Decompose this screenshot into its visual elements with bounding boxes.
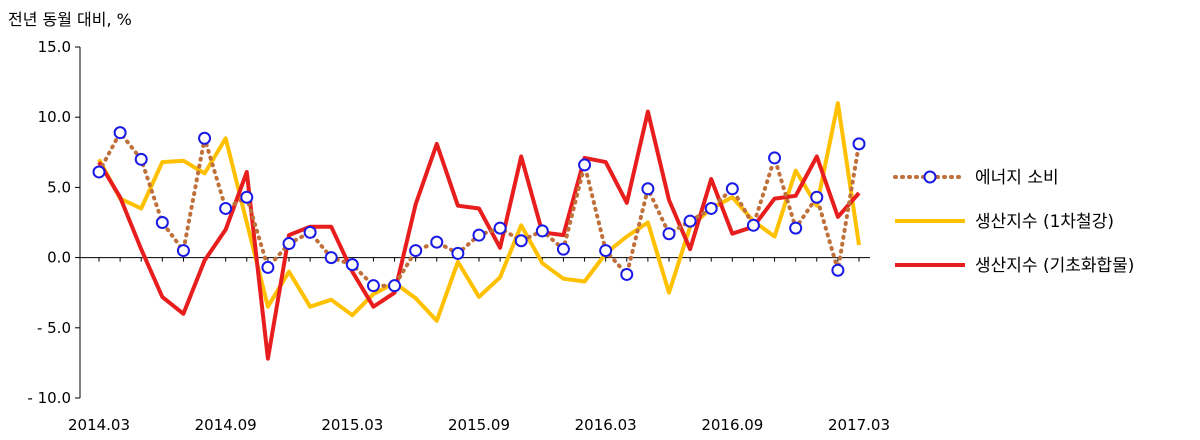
x-tick-label: 2014.09 xyxy=(195,416,257,434)
data-point xyxy=(514,234,528,248)
data-point xyxy=(704,201,718,215)
legend-label: 생산지수 (1차철강) xyxy=(975,212,1114,232)
data-point xyxy=(493,221,507,235)
data-point xyxy=(599,244,613,258)
data-point xyxy=(240,190,254,204)
y-tick-label: 5.0 xyxy=(47,178,71,196)
data-point xyxy=(725,182,739,196)
data-point xyxy=(345,258,359,272)
series-layer xyxy=(92,101,866,361)
y-unit-label: 전년 동월 대비, % xyxy=(8,10,132,29)
data-point xyxy=(768,151,782,165)
y-tick-label: 0.0 xyxy=(47,249,71,267)
y-tick-label: 10.0 xyxy=(38,108,71,126)
data-point xyxy=(219,201,233,215)
data-point xyxy=(134,152,148,166)
data-point xyxy=(578,158,592,172)
data-point xyxy=(852,137,866,151)
x-tick-label: 2016.09 xyxy=(701,416,763,434)
data-point xyxy=(641,182,655,196)
data-point xyxy=(282,237,296,251)
y-tick-label: - 5.0 xyxy=(37,319,71,337)
data-point xyxy=(176,244,190,258)
data-point xyxy=(451,246,465,260)
data-point xyxy=(472,228,486,242)
series-line-steel xyxy=(97,101,861,323)
x-tick-label: 2015.09 xyxy=(448,416,510,434)
data-point xyxy=(366,279,380,293)
data-point xyxy=(620,267,634,281)
data-point xyxy=(430,235,444,249)
legend-label: 생산지수 (기초화합물) xyxy=(975,256,1134,276)
axes: 15.0 10.0 5.0 0.0 - 5.0 - 10.0 2014.03 2014.09 2… xyxy=(27,38,890,434)
y-tick-label: - 10.0 xyxy=(27,389,71,407)
series-line-chemical xyxy=(97,109,861,361)
x-tick-label: 2015.03 xyxy=(321,416,383,434)
y-tick-label: 15.0 xyxy=(38,38,71,56)
data-point xyxy=(746,218,760,232)
data-point xyxy=(831,263,845,277)
x-tick-label: 2014.03 xyxy=(68,416,130,434)
data-point xyxy=(261,260,275,274)
data-point xyxy=(683,214,697,228)
data-point xyxy=(810,190,824,204)
legend-marker xyxy=(923,170,937,184)
legend-label: 에너지 소비 xyxy=(975,168,1059,188)
data-point xyxy=(303,225,317,239)
x-tick-label: 2017.03 xyxy=(828,416,890,434)
data-point xyxy=(662,227,676,241)
data-point xyxy=(388,279,402,293)
data-point xyxy=(113,126,127,140)
data-point xyxy=(198,131,212,145)
x-tick-label: 2016.03 xyxy=(575,416,637,434)
data-point xyxy=(535,224,549,238)
data-point xyxy=(324,251,338,265)
data-point xyxy=(789,221,803,235)
data-point xyxy=(92,165,106,179)
data-point xyxy=(155,216,169,229)
data-point xyxy=(409,244,423,258)
data-point xyxy=(556,242,570,256)
